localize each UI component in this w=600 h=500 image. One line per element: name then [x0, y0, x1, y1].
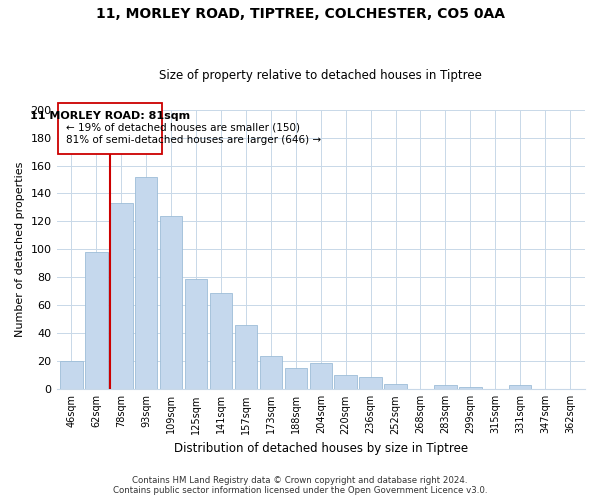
Bar	[135, 176, 157, 390]
Bar	[385, 384, 407, 390]
Bar	[85, 252, 107, 390]
Bar	[359, 376, 382, 390]
Bar	[459, 386, 482, 390]
Title: Size of property relative to detached houses in Tiptree: Size of property relative to detached ho…	[160, 69, 482, 82]
FancyBboxPatch shape	[58, 102, 163, 154]
Bar	[235, 325, 257, 390]
Bar	[185, 279, 208, 390]
Bar	[509, 385, 532, 390]
Bar	[310, 362, 332, 390]
Text: 81% of semi-detached houses are larger (646) →: 81% of semi-detached houses are larger (…	[66, 134, 321, 144]
Bar	[60, 362, 83, 390]
Bar	[110, 204, 133, 390]
Text: ← 19% of detached houses are smaller (150): ← 19% of detached houses are smaller (15…	[66, 122, 300, 132]
X-axis label: Distribution of detached houses by size in Tiptree: Distribution of detached houses by size …	[174, 442, 468, 455]
Bar	[284, 368, 307, 390]
Text: 11 MORLEY ROAD: 81sqm: 11 MORLEY ROAD: 81sqm	[30, 111, 190, 121]
Bar	[160, 216, 182, 390]
Bar	[210, 293, 232, 390]
Y-axis label: Number of detached properties: Number of detached properties	[15, 162, 25, 337]
Bar	[434, 385, 457, 390]
Bar	[260, 356, 282, 390]
Text: 11, MORLEY ROAD, TIPTREE, COLCHESTER, CO5 0AA: 11, MORLEY ROAD, TIPTREE, COLCHESTER, CO…	[95, 8, 505, 22]
Text: Contains HM Land Registry data © Crown copyright and database right 2024.
Contai: Contains HM Land Registry data © Crown c…	[113, 476, 487, 495]
Bar	[334, 376, 357, 390]
